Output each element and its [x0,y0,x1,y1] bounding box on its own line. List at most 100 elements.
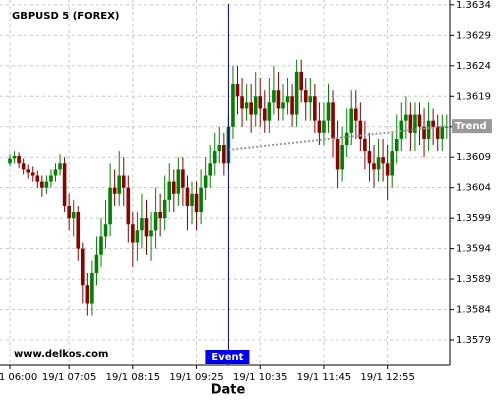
candle-body [153,212,158,231]
candle-body [71,212,76,219]
candle-body [49,175,53,182]
candle-body [231,84,235,127]
candle-body [21,163,26,170]
candle-body [112,187,117,194]
event-label: Event [211,352,243,363]
candle-body [244,102,249,109]
x-tick-label: 19/1 11:45 [297,372,351,383]
candle-body [44,181,49,188]
candle-body [253,96,258,115]
candle-body [185,187,190,206]
candle-body [399,120,404,139]
y-tick-label: 1.3619 [456,91,491,102]
candle-body [140,218,144,231]
y-tick-label: 1.3599 [456,213,491,224]
candle-body [217,145,222,152]
y-tick-label: 1.3629 [456,30,491,41]
candle-body [285,96,290,103]
y-tick-label: 1.3589 [456,274,491,285]
candle-body [190,193,194,206]
candle-body [162,199,167,219]
candle-body [235,84,240,97]
candle-body [426,120,431,139]
chart-title: GBPUSD 5 (FOREX) [12,11,119,22]
candle-body [90,272,94,304]
candle-body [299,71,303,91]
candle-body [258,96,263,109]
x-tick-label: 19/1 06:00 [0,372,37,383]
candle-body [263,108,267,121]
candle-body [121,175,126,188]
candle-body [445,126,449,128]
y-tick-label: 1.3624 [456,61,491,72]
candle-body [308,96,313,103]
watermark: www.delkos.com [14,349,108,360]
candle-body [317,120,322,133]
x-tick-label: 19/1 12:55 [360,372,414,383]
candle-body [394,138,399,152]
candle-body [26,169,30,173]
candle-body [135,230,140,243]
candle-body [62,163,67,206]
candle-body [81,248,85,286]
candle-body [376,157,381,170]
candle-body [344,132,349,146]
candle-body [294,71,299,115]
candle-body [149,230,153,237]
candle-body [53,169,58,176]
trend-line [228,125,447,151]
candle-body [167,181,172,200]
candle-body [435,126,440,139]
candle-body [372,163,376,170]
candle-body [222,145,226,164]
candle-body [385,163,390,176]
candle-body [172,181,176,194]
candle-body [313,96,317,121]
candle-body [431,120,435,127]
candle-body [381,157,385,164]
candle-body [199,187,203,213]
candle-body [240,96,244,109]
candle-body [349,108,354,133]
candle-body [181,169,185,188]
candle-body [212,151,217,164]
event-label-box [205,350,250,364]
candle-body [331,102,335,139]
candle-body [76,212,81,249]
x-tick-label: 19/1 08:15 [106,372,160,383]
candle-body [58,163,62,170]
candle-body [17,155,21,164]
candle-body [208,163,212,176]
candle-body [281,102,285,109]
candle-body [30,172,35,176]
candle-body [126,187,131,225]
candle-body [303,90,308,103]
candle-body [440,126,445,139]
candle-body [12,155,17,159]
candle-body [276,90,281,109]
candle-body [358,120,363,139]
candle-body [413,114,417,133]
trend-label-box [452,119,492,134]
candle-body [144,218,149,237]
candle-body [35,175,40,182]
candle-body [249,102,253,115]
candle-body [367,151,372,164]
candle-body [194,193,199,213]
candle-body [117,175,121,194]
y-tick-label: 1.3609 [456,152,491,163]
candle-body [267,102,272,121]
candle-body [354,108,358,121]
y-tick-label: 1.3594 [456,244,491,255]
x-tick-label: 19/1 07:05 [42,372,96,383]
candle-body [335,138,340,170]
candle-body [390,151,394,176]
y-tick-label: 1.3584 [456,305,491,316]
candle-body [67,205,71,219]
y-tick-label: 1.3604 [456,183,491,194]
candle-body [8,158,12,164]
candle-body [108,187,112,225]
